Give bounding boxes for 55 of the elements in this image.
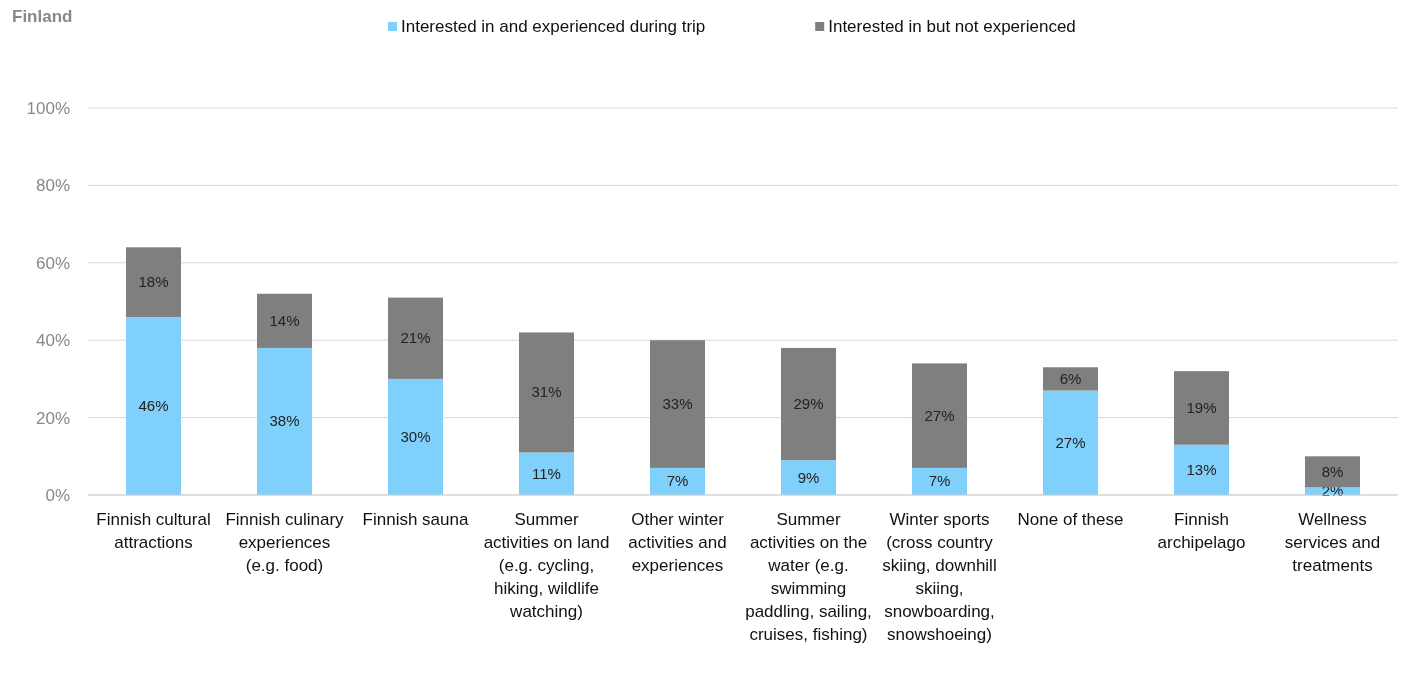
y-tick-label: 100% [26,99,70,118]
data-label: 14% [269,311,300,329]
data-label: 19% [1186,398,1217,416]
bar [1173,371,1230,445]
data-label: 9% [797,468,820,486]
x-tick-label: Other winter activities and experiences [628,510,727,575]
bar [256,347,313,495]
bar [1042,367,1099,391]
y-tick-label: 0% [45,486,70,505]
data-label: 8% [1321,462,1344,480]
legend-label: Interested in and experienced during trip [401,17,706,36]
bar [1304,456,1361,488]
bar [911,363,968,468]
y-tick-label: 60% [35,253,70,273]
data-label: 27% [1055,433,1086,451]
bar [780,347,837,461]
data-label: 7% [928,472,951,490]
bar [1042,390,1099,495]
legend-label: Interested in but not experienced [828,17,1076,36]
bar [387,378,444,495]
y-tick-label: 80% [35,176,70,196]
bar [125,247,182,317]
data-label: 11% [532,464,561,482]
data-label: 7% [666,472,689,490]
bar [518,452,575,495]
y-tick-label: 20% [35,408,70,428]
x-tick-label: None of these [1017,510,1124,529]
bar [256,293,313,348]
data-label: 30% [400,427,431,445]
bar [518,332,575,453]
x-tick-label: Summer activities on land (e.g. cycling, hiking, wildlife watching) [483,510,610,621]
bar [780,460,837,495]
data-label: 21% [400,329,431,347]
y-tick-label: 40% [35,331,70,351]
chart-title: Finland [12,7,73,26]
x-tick-label: Finnish archipelago [1157,510,1246,552]
bar [387,297,444,379]
x-tick-label: Winter sports (cross country skiing, downhill skiing, snowboarding, snowshoeing) [882,510,997,644]
data-label: 33% [662,395,693,413]
data-label: 6% [1059,369,1082,387]
data-label: 13% [1186,460,1217,478]
x-tick-label: Summer activities on the water (e.g. swimming paddling, sailing, cruises, fishing) [745,510,872,644]
bar [125,316,182,495]
data-label: 27% [924,406,955,424]
x-tick-label: Finnish sauna [362,510,469,529]
x-tick-label: Wellness services and treatments [1284,510,1381,575]
data-label: 38% [269,412,300,430]
bar [1173,444,1230,495]
x-tick-label: Finnish culinary experiences (e.g. food) [225,510,345,575]
data-label: 18% [138,273,169,291]
data-label: 29% [793,395,824,413]
x-tick-label: Finnish cultural attractions [96,510,211,552]
data-label: 46% [138,396,169,414]
bar [649,340,706,468]
data-label: 31% [531,383,562,401]
